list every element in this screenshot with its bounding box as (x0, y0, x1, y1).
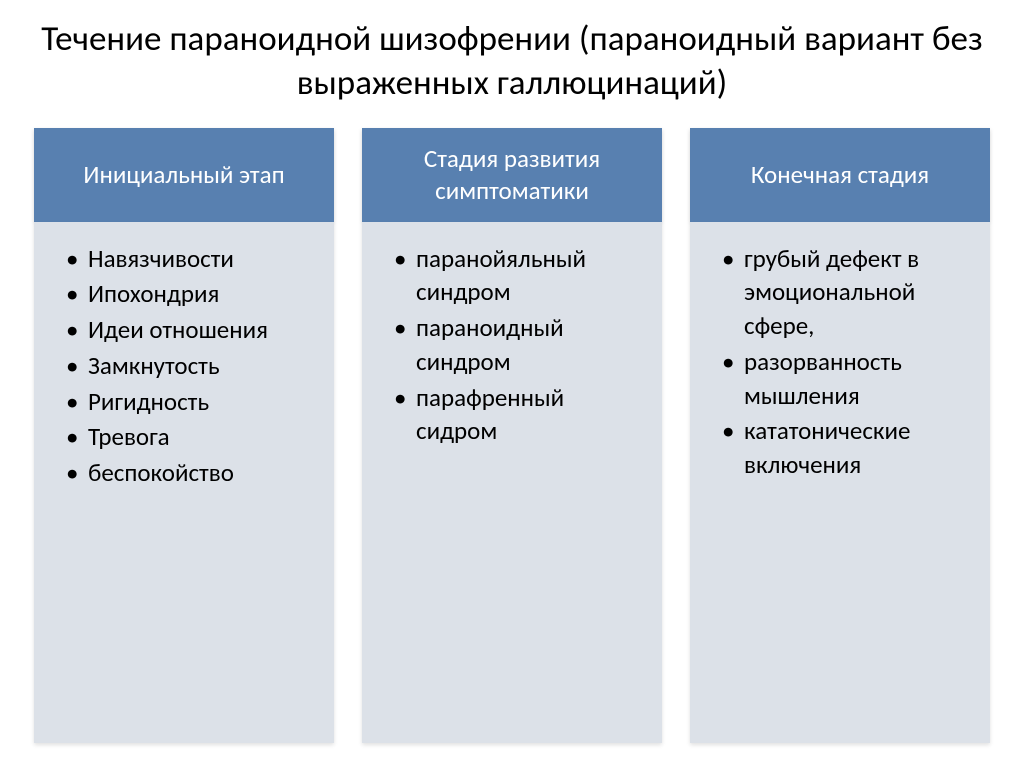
stage-column: Инициальный этап Навязчивости Ипохондрия… (34, 128, 334, 744)
stage-body: Навязчивости Ипохондрия Идеи отношения З… (34, 222, 334, 744)
stage-list: грубый дефект в эмоциональной сфере, раз… (722, 242, 976, 482)
list-item: грубый дефект в эмоциональной сфере, (722, 242, 976, 343)
stage-column: Конечная стадия грубый дефект в эмоциона… (690, 128, 990, 744)
stage-header: Конечная стадия (690, 128, 990, 222)
list-item: разорванность мышления (722, 345, 976, 413)
list-item: кататонические включения (722, 414, 976, 482)
stage-body: грубый дефект в эмоциональной сфере, раз… (690, 222, 990, 744)
stage-header: Инициальный этап (34, 128, 334, 222)
list-item: параноидный синдром (394, 311, 648, 379)
slide: Течение параноидной шизофрении (параноид… (0, 0, 1024, 767)
list-item: паранойяльный синдром (394, 242, 648, 310)
list-item: Ипохондрия (66, 277, 320, 311)
columns-row: Инициальный этап Навязчивости Ипохондрия… (34, 128, 990, 744)
list-item: Замкнутость (66, 349, 320, 383)
list-item: Ригидность (66, 385, 320, 419)
stage-column: Стадия развития симптоматики паранойяльн… (362, 128, 662, 744)
stage-header: Стадия развития симптоматики (362, 128, 662, 222)
list-item: беспокойство (66, 456, 320, 490)
slide-title: Течение параноидной шизофрении (параноид… (34, 18, 990, 106)
stage-list: паранойяльный синдром параноидный синдро… (394, 242, 648, 449)
list-item: Идеи отношения (66, 313, 320, 347)
stage-list: Навязчивости Ипохондрия Идеи отношения З… (66, 242, 320, 490)
list-item: Тревога (66, 420, 320, 454)
stage-body: паранойяльный синдром параноидный синдро… (362, 222, 662, 744)
list-item: парафренный сидром (394, 381, 648, 449)
list-item: Навязчивости (66, 242, 320, 276)
